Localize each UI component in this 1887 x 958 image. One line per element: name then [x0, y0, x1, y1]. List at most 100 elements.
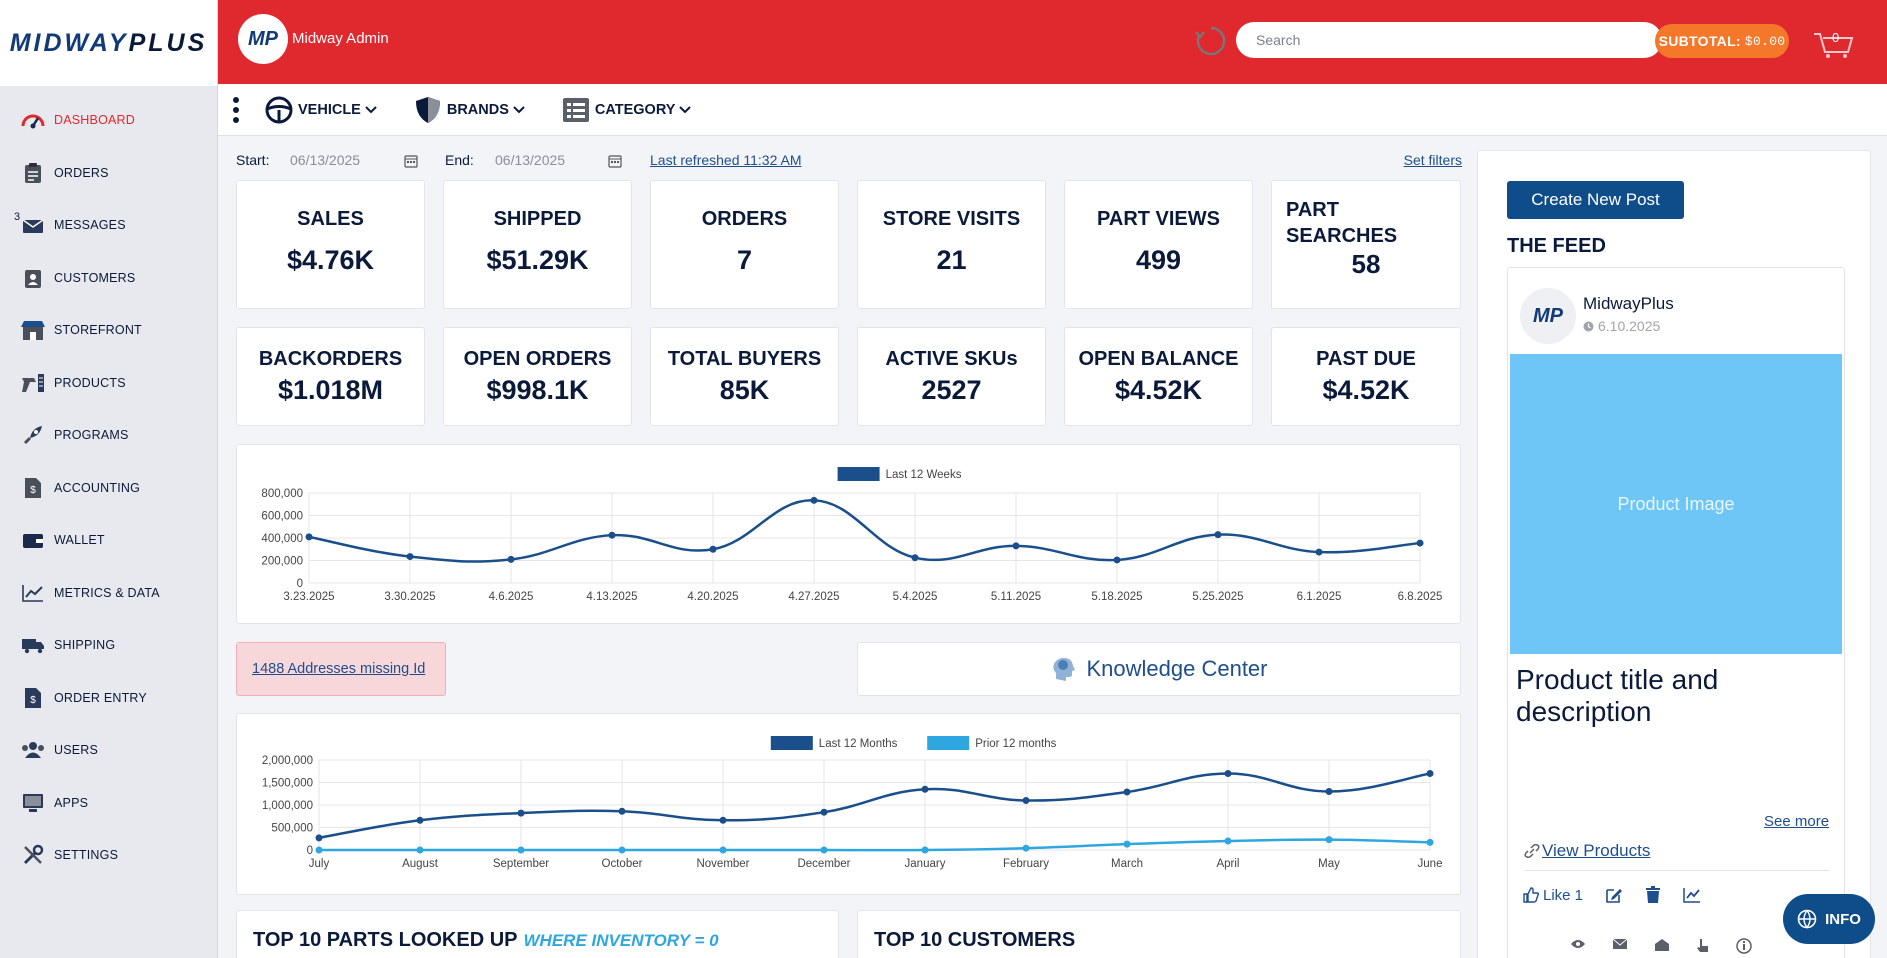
data-point [1214, 531, 1222, 539]
sidebar-item-shipping[interactable]: SHIPPING [0, 619, 217, 672]
x-tick-label: 5.25.2025 [1192, 591, 1243, 603]
post-divider [1524, 870, 1829, 871]
missing-address-link[interactable]: 1488 Addresses missing Id [252, 661, 426, 677]
stat-card-backorders[interactable]: BACKORDERS $1.018M [236, 327, 425, 426]
stat-card-open-balance[interactable]: OPEN BALANCE $4.52K [1064, 327, 1253, 426]
sidebar-item-wallet[interactable]: WALLET [0, 514, 217, 567]
open-envelope-icon[interactable] [1654, 938, 1670, 952]
post-author[interactable]: MidwayPlus [1583, 294, 1674, 313]
series-line [318, 772, 1431, 840]
sidebar-item-products[interactable]: PRODUCTS [0, 357, 217, 410]
sidebar-item-settings[interactable]: SETTINGS [0, 829, 217, 882]
stat-card-active-skus[interactable]: ACTIVE SKUs 2527 [857, 327, 1046, 426]
store-icon [20, 318, 46, 342]
more-menu-icon[interactable] [232, 96, 240, 123]
stat-card-part-views[interactable]: PART VIEWS 499 [1064, 180, 1253, 309]
stat-card-orders[interactable]: ORDERS 7 [650, 180, 839, 309]
brands-dropdown[interactable]: BRANDS [413, 95, 525, 125]
midwayplus-logo[interactable]: MIDWAYPLUS [0, 0, 217, 86]
sidebar-item-dashboard[interactable]: DASHBOARD [0, 94, 217, 147]
calendar-icon[interactable] [608, 154, 622, 168]
cart-icon[interactable] [1812, 26, 1856, 60]
x-tick-label: 6.1.2025 [1297, 591, 1342, 603]
post-secondary-actions [1570, 938, 1752, 954]
sidebar-item-accounting[interactable]: $ ACCOUNTING [0, 462, 217, 515]
envelope-icon[interactable] [1612, 938, 1628, 950]
top-parts-title: TOP 10 PARTS LOOKED UP [253, 929, 518, 951]
sidebar-item-users[interactable]: USERS [0, 724, 217, 777]
sidebar-item-label: ORDERS [54, 165, 109, 180]
product-image[interactable]: Product Image [1510, 354, 1842, 654]
sidebar-item-order-entry[interactable]: $ ORDER ENTRY [0, 672, 217, 725]
eye-icon[interactable] [1570, 938, 1586, 950]
view-products-link[interactable]: View Products [1524, 841, 1650, 861]
stat-card-open-orders[interactable]: OPEN ORDERS $998.1K [443, 327, 632, 426]
sidebar-item-storefront[interactable]: STOREFRONT [0, 304, 217, 357]
search-input[interactable] [1236, 22, 1662, 58]
shield-icon [415, 96, 440, 123]
post-stats-button[interactable] [1683, 887, 1701, 903]
create-new-post-button[interactable]: Create New Post [1507, 181, 1684, 219]
refresh-icon[interactable] [1194, 24, 1228, 58]
weekly-sales-chart: 0 200,000 400,000 600,000 800,000 3.23.2025 3.… [236, 444, 1461, 624]
sidebar-item-label: SETTINGS [54, 848, 119, 863]
y-tick-label: 2,000,000 [262, 755, 313, 767]
y-tick-label: 1,500,000 [262, 778, 313, 790]
sidebar-nav: DASHBOARD ORDERS MESSAGES 3 CUSTOMERS STOREFR… [0, 86, 217, 882]
category-dropdown[interactable]: CATEGORY [561, 95, 692, 125]
sidebar-item-apps[interactable]: APPS [0, 777, 217, 830]
data-point [1123, 840, 1131, 848]
see-more-link[interactable]: See more [1764, 813, 1830, 830]
delete-post-button[interactable] [1645, 886, 1661, 904]
truck-icon [20, 633, 46, 657]
legend-label: Last 12 Weeks [886, 469, 962, 481]
x-tick-label: January [905, 858, 946, 870]
sidebar-item-label: APPS [54, 795, 89, 810]
filter-toolbar: VEHICLE BRANDS CATEGORY [218, 84, 1887, 136]
stat-card-store-visits[interactable]: STORE VISITS 21 [857, 180, 1046, 309]
stat-card-sales[interactable]: SALES $4.76K [236, 180, 425, 309]
data-point [507, 555, 515, 563]
like-button[interactable]: Like 1 [1522, 886, 1583, 904]
sidebar-item-orders[interactable]: ORDERS [0, 147, 217, 200]
start-date-input[interactable]: 06/13/2025 [290, 152, 361, 168]
sidebar-item-metrics-data[interactable]: METRICS & DATA [0, 567, 217, 620]
sidebar-item-label: ORDER ENTRY [54, 690, 147, 705]
subtotal-button[interactable]: SUBTOTAL: $0.00 [1655, 24, 1789, 58]
legend-label: Last 12 Months [819, 738, 898, 750]
sidebar-item-programs[interactable]: PROGRAMS [0, 409, 217, 462]
sidebar-item-messages[interactable]: MESSAGES 3 [0, 199, 217, 252]
x-tick-label: 4.20.2025 [687, 591, 738, 603]
top-customers-card: TOP 10 CUSTOMERS [857, 910, 1461, 958]
vehicle-dropdown[interactable]: VEHICLE [264, 95, 377, 125]
sidebar-item-customers[interactable]: CUSTOMERS [0, 252, 217, 305]
data-point [911, 554, 919, 562]
stat-card-shipped[interactable]: SHIPPED $51.29K [443, 180, 632, 309]
admin-name[interactable]: Midway Admin [292, 30, 389, 47]
x-tick-label: March [1111, 858, 1143, 870]
svg-text:$: $ [30, 485, 36, 496]
set-filters-link[interactable]: Set filters [1403, 152, 1462, 168]
post-avatar[interactable]: MP [1520, 288, 1576, 344]
edit-post-button[interactable] [1605, 886, 1623, 904]
data-point [1113, 556, 1121, 564]
x-tick-label: October [602, 858, 643, 870]
stat-card-past-due[interactable]: PAST DUE $4.52K [1271, 327, 1461, 426]
tools-icon [20, 843, 46, 867]
admin-avatar[interactable]: MP [238, 14, 288, 64]
calendar-icon[interactable] [404, 154, 418, 168]
series-line [319, 838, 1431, 852]
monthly-sales-chart: 0 500,000 1,000,000 1,500,000 2,000,000 July A… [236, 713, 1461, 895]
info-button[interactable]: INFO [1783, 894, 1875, 944]
pointer-hand-icon[interactable] [1696, 938, 1710, 954]
sidebar-item-label: PRODUCTS [54, 375, 126, 390]
end-date-input[interactable]: 06/13/2025 [495, 152, 566, 168]
x-tick-label: December [797, 858, 850, 870]
series-line [308, 499, 1421, 563]
x-tick-label: 5.11.2025 [991, 591, 1041, 603]
last-refreshed-link[interactable]: Last refreshed 11:32 AM [650, 152, 802, 168]
knowledge-center-button[interactable]: Knowledge Center [857, 642, 1461, 696]
stat-card-total-buyers[interactable]: TOTAL BUYERS 85K [650, 327, 839, 426]
stat-card-part-searches[interactable]: PART SEARCHES 58 [1271, 180, 1461, 309]
info-circle-icon[interactable] [1736, 938, 1752, 954]
